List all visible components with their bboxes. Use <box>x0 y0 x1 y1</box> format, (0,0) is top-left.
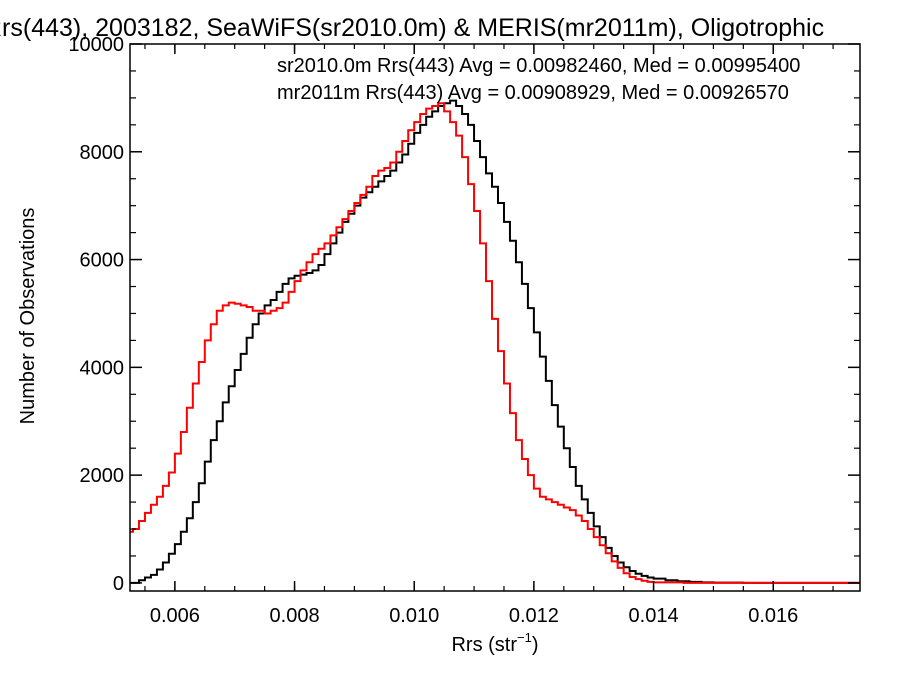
x-tick-label: 0.014 <box>629 605 679 627</box>
chart-title: Rrs(443), 2003182, SeaWiFS(sr2010.0m) & … <box>0 14 824 42</box>
x-tick-label: 0.010 <box>389 605 439 627</box>
x-axis-ticks: 0.006 0.008 0.010 0.012 0.014 0.016 <box>144 44 834 627</box>
legend-entry-sr2010: sr2010.0m Rrs(443) Avg = 0.00982460, Med… <box>277 55 800 77</box>
x-axis-label: Rrs (str−1) <box>451 630 538 656</box>
y-tick-label: 8000 <box>80 142 125 164</box>
series-line-1 <box>130 102 860 584</box>
y-tick-label: 4000 <box>80 357 125 379</box>
plot-area <box>130 99 860 584</box>
y-tick-label: 10000 <box>68 34 124 56</box>
y-axis-label: Number of Observations <box>17 208 39 425</box>
x-axis-label-tail: ) <box>532 634 539 656</box>
y-tick-label: 0 <box>113 573 124 595</box>
y-axis-ticks: 0 2000 4000 6000 8000 10000 <box>68 34 860 595</box>
x-axis-label-superscript: −1 <box>517 630 532 645</box>
legend-entry-mr2011: mr2011m Rrs(443) Avg = 0.00908929, Med =… <box>277 82 789 104</box>
x-tick-label: 0.012 <box>509 605 559 627</box>
x-tick-label: 0.008 <box>270 605 320 627</box>
plot-frame <box>129 43 861 592</box>
series-line-0 <box>130 99 860 584</box>
y-tick-label: 6000 <box>80 250 125 272</box>
x-tick-label: 0.006 <box>150 605 200 627</box>
y-tick-label: 2000 <box>80 465 125 487</box>
x-tick-label: 0.016 <box>748 605 798 627</box>
x-axis-label-main: Rrs (str <box>451 634 517 656</box>
